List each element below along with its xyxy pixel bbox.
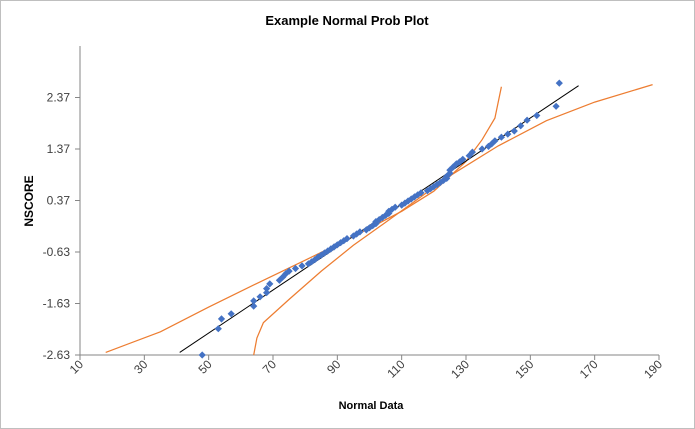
data-point <box>497 133 505 141</box>
data-point <box>250 302 258 310</box>
data-point <box>214 325 222 333</box>
data-point <box>427 185 435 193</box>
data-point <box>217 315 226 323</box>
data-point <box>308 258 316 266</box>
data-point <box>266 280 274 288</box>
y-tick-label: 0.37 <box>47 194 71 208</box>
data-point <box>446 166 454 174</box>
data-point <box>391 203 399 211</box>
data-point <box>356 228 364 236</box>
data-point <box>250 297 258 305</box>
data-point <box>459 155 467 163</box>
data-point <box>285 267 293 275</box>
data-point <box>517 122 525 130</box>
data-point <box>198 351 206 359</box>
y-tick-label: -0.63 <box>43 245 71 259</box>
data-point <box>555 79 563 87</box>
data-point <box>452 160 460 168</box>
data-point <box>349 232 357 240</box>
data-point <box>491 137 499 145</box>
data-point <box>385 207 393 215</box>
data-point <box>378 213 386 222</box>
x-tick-label: 90 <box>324 357 344 377</box>
data-point <box>227 310 235 318</box>
x-tick-label: 70 <box>260 357 280 377</box>
data-points <box>198 79 563 359</box>
data-point <box>382 211 390 219</box>
y-tick-label: 2.37 <box>47 91 71 105</box>
data-point <box>275 276 283 284</box>
data-point <box>263 285 271 293</box>
data-point <box>478 145 486 153</box>
y-tick-label: 1.37 <box>47 142 71 156</box>
data-point <box>330 243 338 251</box>
data-point <box>343 235 351 243</box>
data-point <box>304 260 312 268</box>
data-point <box>372 218 380 226</box>
data-point <box>523 116 531 124</box>
data-point <box>533 111 541 120</box>
x-tick-label: 110 <box>384 357 408 381</box>
data-point <box>327 245 335 253</box>
data-point <box>401 199 409 207</box>
data-point <box>468 148 476 156</box>
data-point <box>333 241 341 249</box>
data-point <box>456 158 464 166</box>
lower-bound-curve <box>253 84 653 356</box>
data-point <box>552 102 560 110</box>
data-point <box>504 130 512 138</box>
x-tick-label: 170 <box>577 357 601 381</box>
data-point <box>510 127 518 135</box>
upper-bound-curve <box>105 86 503 353</box>
data-point <box>417 189 425 197</box>
y-tick-label: -1.63 <box>43 297 71 311</box>
data-point <box>407 195 415 203</box>
data-point <box>362 226 370 234</box>
data-point <box>430 183 438 191</box>
data-point <box>404 197 412 205</box>
x-tick-label: 150 <box>512 357 536 381</box>
data-point <box>279 273 287 281</box>
x-axis-title: Normal Data <box>339 400 405 412</box>
y-tick-label: -2.63 <box>43 348 71 362</box>
y-axis-title: NSCORE <box>22 175 36 226</box>
data-point <box>282 270 290 278</box>
data-point <box>423 187 431 195</box>
data-point <box>298 262 306 270</box>
chart-title: Example Normal Prob Plot <box>265 13 429 28</box>
data-point <box>353 230 361 238</box>
x-tick-label: 130 <box>448 357 472 381</box>
x-tick-label: 50 <box>195 357 215 377</box>
data-point <box>436 178 444 187</box>
data-point <box>311 256 319 264</box>
x-tick-label: 30 <box>131 357 151 377</box>
axes <box>75 46 660 360</box>
x-tick-label: 190 <box>641 357 665 381</box>
data-point <box>263 289 271 297</box>
data-point <box>449 163 457 171</box>
data-point <box>291 264 300 273</box>
data-point <box>340 237 348 245</box>
data-point <box>256 293 264 301</box>
